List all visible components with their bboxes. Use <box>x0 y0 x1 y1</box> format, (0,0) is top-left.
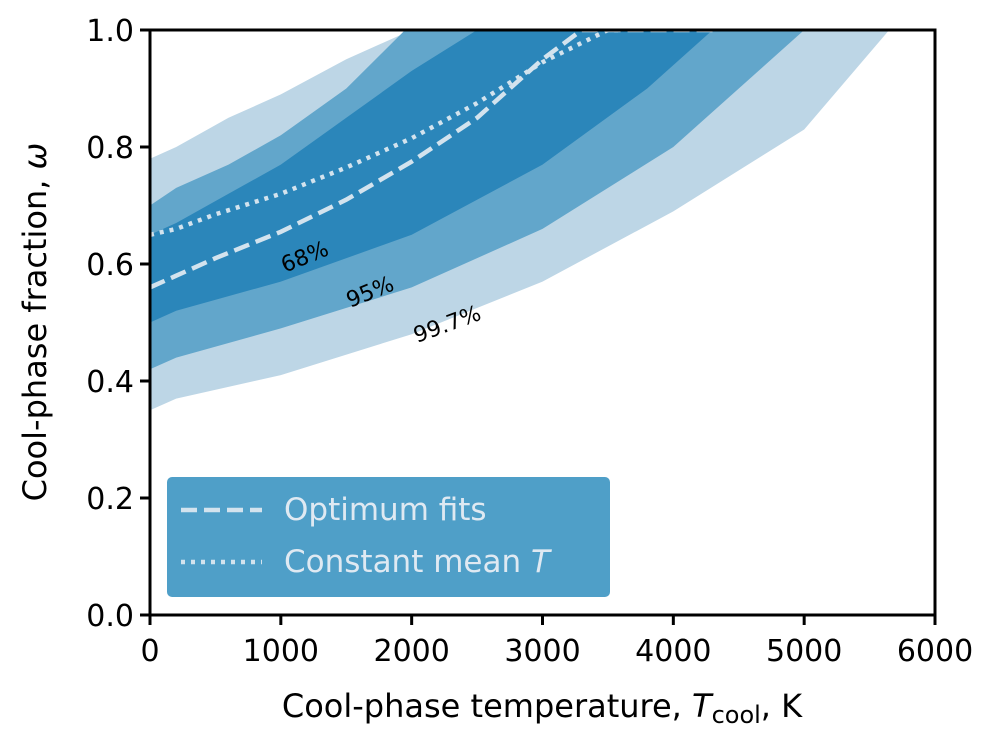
y-tick-label: 0.4 <box>86 365 134 400</box>
x-tick-label: 2000 <box>373 634 449 669</box>
x-tick-label: 6000 <box>897 634 973 669</box>
x-axis-label-prefix: Cool-phase temperature, <box>282 687 692 725</box>
x-tick-label: 1000 <box>243 634 319 669</box>
y-tick-label: 0.0 <box>86 599 134 634</box>
y-axis-label: Cool-phase fraction, ω <box>16 143 54 502</box>
legend-frame <box>167 477 610 597</box>
x-tick-label: 3000 <box>504 634 580 669</box>
x-axis-label-var: T <box>692 687 714 725</box>
legend-label-constant-mean-text: Constant mean <box>284 544 531 580</box>
constant-mean-t-line <box>150 30 621 237</box>
x-axis-label: Cool-phase temperature, Tcool, K <box>282 687 803 729</box>
x-axis-label-suffix: , K <box>761 687 803 725</box>
y-tick-label: 0.6 <box>86 248 134 283</box>
x-tick-label: 4000 <box>635 634 711 669</box>
legend-label-constant-mean-var: T <box>531 544 552 580</box>
y-axis-label-var: ω <box>16 143 54 170</box>
fit-lines <box>150 30 713 290</box>
legend-label-optimum-fits: Optimum fits <box>284 492 487 528</box>
x-tick-label: 5000 <box>766 634 842 669</box>
y-tick-label: 0.8 <box>86 131 134 166</box>
y-tick-label: 1.0 <box>86 14 134 49</box>
optimum-fits-line <box>150 30 713 290</box>
legend-label-constant-mean: Constant mean T <box>284 544 552 580</box>
y-tick-label: 0.2 <box>86 482 134 517</box>
x-axis-label-sub: cool <box>712 701 761 729</box>
legend: Optimum fits Constant mean T <box>167 477 610 597</box>
x-axis-ticks: 0 1000 2000 3000 4000 5000 6000 <box>140 615 973 669</box>
x-tick-label: 0 <box>140 634 159 669</box>
confidence-bands <box>150 30 890 411</box>
y-axis-label-prefix: Cool-phase fraction, <box>16 169 54 501</box>
band-68-region <box>150 30 713 323</box>
y-axis-ticks: 0.0 0.2 0.4 0.6 0.8 1.0 <box>86 14 150 634</box>
